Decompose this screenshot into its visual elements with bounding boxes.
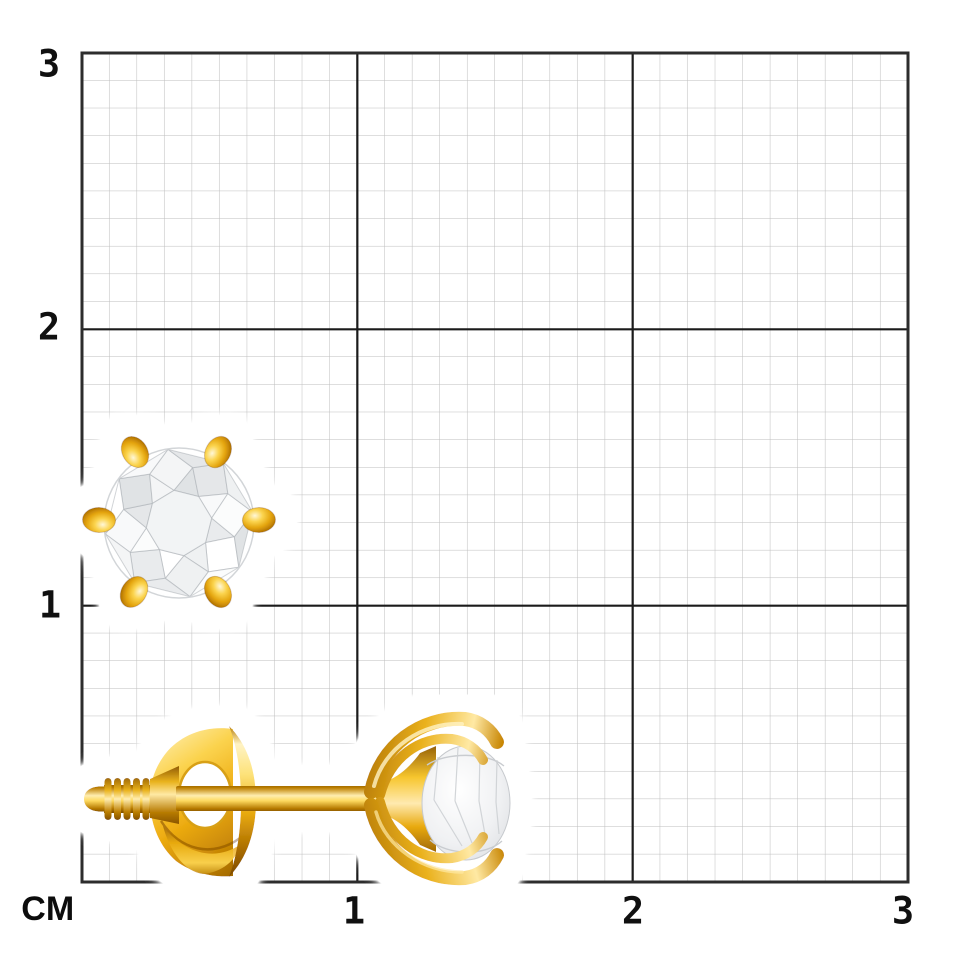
prong-lower-front — [364, 798, 504, 886]
prong — [203, 575, 233, 609]
ear-post — [176, 786, 368, 811]
prong-upper-highlight — [372, 721, 464, 788]
prong-lower-back — [375, 797, 488, 864]
ear-nut-lobe — [163, 826, 241, 874]
x-axis-label-2: 2 — [621, 889, 645, 933]
prong — [82, 506, 116, 534]
y-axis-label-1: 1 — [38, 583, 62, 627]
x-axis-label-3: 3 — [891, 889, 915, 933]
prong-ring — [82, 435, 276, 609]
diamond-rim — [103, 447, 255, 599]
grid-border — [80, 51, 910, 884]
ear-nut-seam — [159, 820, 241, 851]
screw-tip — [84, 786, 108, 812]
screw-funnel — [150, 766, 179, 824]
prong-lower-highlight — [374, 810, 464, 874]
earring-side-view — [84, 711, 511, 886]
prong — [242, 506, 276, 534]
y-axis-label-3: 3 — [37, 42, 61, 86]
grid-major-lines — [82, 53, 908, 882]
prong — [120, 436, 150, 468]
earring-front-view — [82, 435, 276, 609]
x-axis-label-1: 1 — [342, 889, 366, 933]
diamond-side-view — [421, 745, 511, 861]
y-axis-label-2: 2 — [37, 305, 61, 349]
screw-thread-ridges — [104, 778, 150, 820]
prong — [119, 576, 149, 608]
prong — [203, 435, 233, 469]
axis-unit-label: СМ — [21, 890, 75, 928]
basket-cone — [368, 746, 436, 852]
prong-upper-back — [375, 733, 488, 800]
